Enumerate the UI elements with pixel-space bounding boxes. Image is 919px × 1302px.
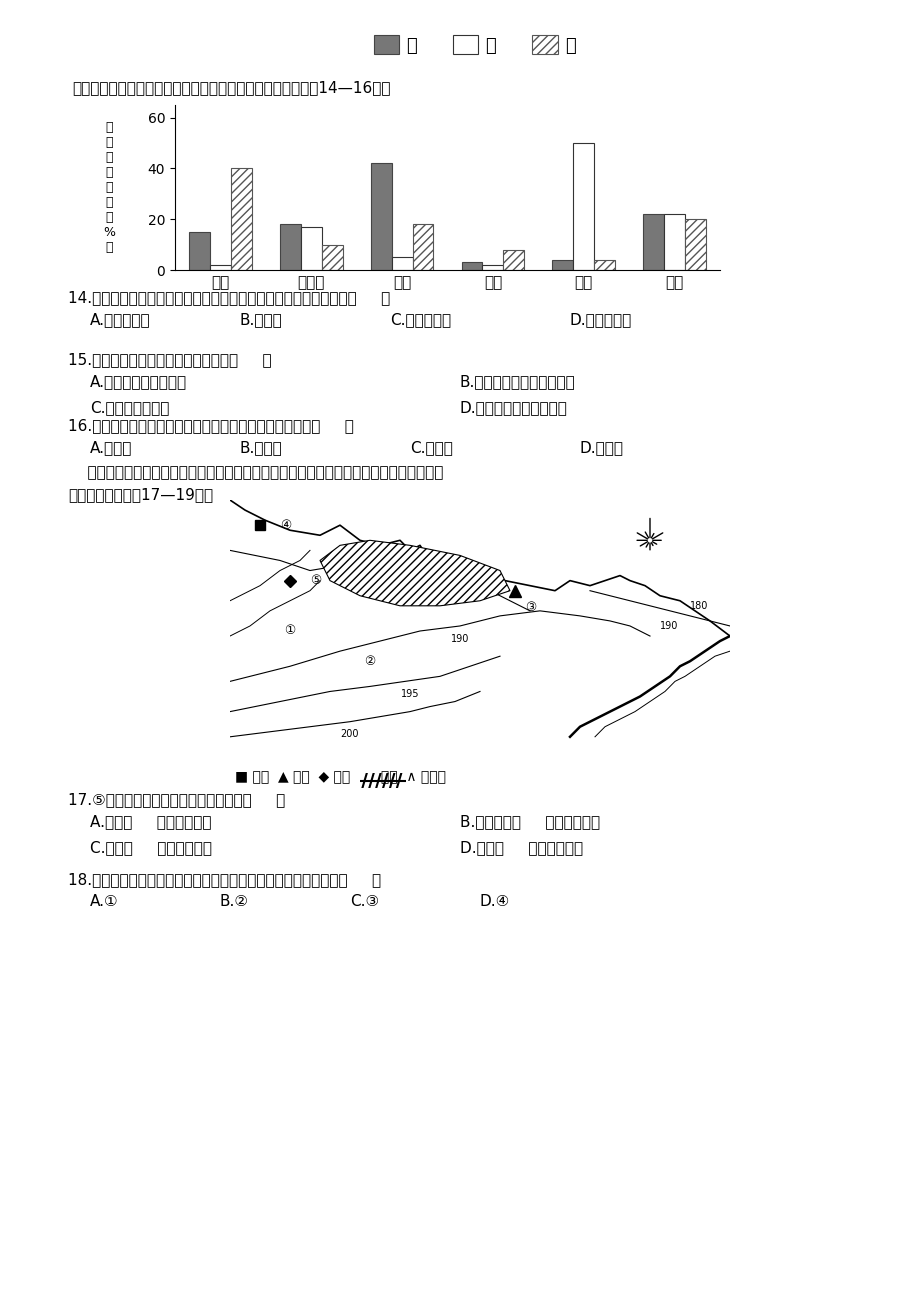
Y-axis label: 投
入
构
成
比
例
（
%
）: 投 入 构 成 比 例 （ % ） [103, 121, 115, 254]
Bar [503, 250, 524, 270]
Bar [412, 224, 433, 270]
Bar [391, 258, 412, 270]
Text: ③: ③ [525, 600, 536, 613]
Bar [664, 214, 685, 270]
Text: C.以航空运输为主: C.以航空运输为主 [90, 400, 169, 415]
Text: 190: 190 [450, 634, 469, 643]
Text: A.水果罐头厂: A.水果罐头厂 [90, 312, 151, 327]
Bar [482, 264, 503, 270]
Text: ①: ① [284, 625, 295, 638]
Bar [322, 245, 342, 270]
Bar [279, 224, 301, 270]
Text: 14.按主导因素划分，下列工业部门中与甲代表的工业类型相似的是（     ）: 14.按主导因素划分，下列工业部门中与甲代表的工业类型相似的是（ ） [68, 290, 390, 305]
Text: 180: 180 [689, 600, 708, 611]
Text: 195: 195 [401, 689, 419, 699]
Text: D.靠近原料地和消费市场: D.靠近原料地和消费市场 [460, 400, 567, 415]
Text: B.②: B.② [220, 894, 249, 909]
Text: 下图中右上角显示的是该城市的风频，其中线段的长度表示该方向上的风频的大小。据图: 下图中右上角显示的是该城市的风频，其中线段的长度表示该方向上的风频的大小。据图 [68, 465, 443, 480]
Polygon shape [320, 540, 509, 605]
Bar [461, 263, 482, 270]
Text: A.需要的原料和能源少: A.需要的原料和能源少 [90, 374, 187, 389]
Text: D.炼铝厂     能源供应充足: D.炼铝厂 能源供应充足 [460, 840, 583, 855]
Bar [231, 168, 252, 270]
Text: 190: 190 [659, 621, 677, 631]
Text: A.纺织厂     劳动力数量多: A.纺织厂 劳动力数量多 [90, 814, 211, 829]
Bar [594, 260, 615, 270]
Text: D.四川省: D.四川省 [579, 440, 623, 454]
Text: A.①: A.① [90, 894, 119, 909]
Text: D.④: D.④ [480, 894, 510, 909]
Text: C.③: C.③ [349, 894, 379, 909]
Bar [301, 227, 322, 270]
Text: B.浙江省: B.浙江省 [240, 440, 282, 454]
Bar [370, 163, 391, 270]
Text: C.家具厂     靠近消费市场: C.家具厂 靠近消费市场 [90, 840, 211, 855]
Text: ④: ④ [279, 518, 291, 531]
Bar [642, 214, 664, 270]
Bar [210, 264, 231, 270]
Text: C.广东省: C.广东省 [410, 440, 452, 454]
Legend: 甲, 乙, 丙: 甲, 乙, 丙 [366, 29, 583, 62]
Text: ②: ② [364, 655, 375, 668]
Bar [551, 260, 573, 270]
Text: D.普通服装厂: D.普通服装厂 [570, 312, 631, 327]
Text: 下图中甲、乙、丙反映了三类工厂的投入构成情况，据此回答14—16题：: 下图中甲、乙、丙反映了三类工厂的投入构成情况，据此回答14—16题： [72, 79, 390, 95]
Bar [189, 232, 210, 270]
Text: ⑤: ⑤ [310, 574, 321, 587]
Text: A.河北省: A.河北省 [90, 440, 132, 454]
Text: 17.⑤地宜布局的工业部门及优势条件是（     ）: 17.⑤地宜布局的工业部门及优势条件是（ ） [68, 792, 285, 807]
Text: B.印刷厂: B.印刷厂 [240, 312, 282, 327]
Text: 18.自来水厂一般布局在河流的上游，图中最适宜建自来水厂的是（     ）: 18.自来水厂一般布局在河流的上游，图中最适宜建自来水厂的是（ ） [68, 872, 380, 887]
Text: B.产品科技含量高、运量小: B.产品科技含量高、运量小 [460, 374, 575, 389]
Text: C.汽车制造厂: C.汽车制造厂 [390, 312, 450, 327]
Text: 16.在下述我国四个省区中，丙类工厂现阶段最适宜布局在（     ）: 16.在下述我国四个省区中，丙类工厂现阶段最适宜布局在（ ） [68, 418, 354, 434]
Bar [573, 143, 594, 270]
Bar [685, 219, 705, 270]
Text: B.精密仪器厂     科技力量雄厚: B.精密仪器厂 科技力量雄厚 [460, 814, 599, 829]
Text: 15.乙类工厂运费低的原因最不可能是（     ）: 15.乙类工厂运费低的原因最不可能是（ ） [68, 352, 271, 367]
Text: 并联系所学知识回17—19题：: 并联系所学知识回17—19题： [68, 487, 213, 503]
Text: ■ 煤矿  ▲ 铁矿  ◆ 大学       铁路  ∧ 等高线: ■ 煤矿 ▲ 铁矿 ◆ 大学 铁路 ∧ 等高线 [234, 769, 446, 784]
Text: 200: 200 [340, 729, 358, 740]
